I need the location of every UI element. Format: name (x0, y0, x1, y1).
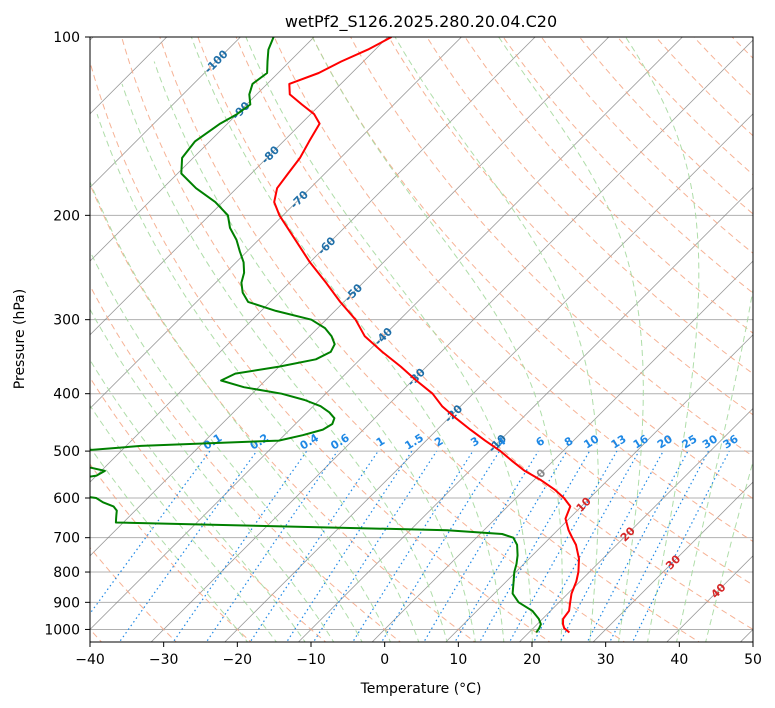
dewpoint-profile-line (90, 37, 542, 634)
mixing-ratio-line (380, 450, 501, 642)
chart-title: wetPf2_S126.2025.280.20.04.C20 (285, 12, 557, 32)
isotherm-line (90, 37, 315, 262)
y-tick-label: 800 (53, 565, 80, 581)
moist-adiabat-line (705, 459, 753, 642)
moist-adiabat-line (245, 37, 533, 642)
x-tick-label: −40 (75, 652, 105, 668)
dry-adiabat-line (235, 37, 753, 586)
y-axis-title: Pressure (hPa) (12, 289, 28, 389)
y-tick-label: 300 (53, 313, 80, 329)
x-tick-label: 40 (670, 652, 688, 668)
mixing-ratio-line (352, 450, 474, 642)
y-tick-label: 900 (53, 595, 80, 611)
isotherm-line (592, 481, 753, 642)
y-tick-label: 1000 (44, 622, 80, 638)
isotherm-line (518, 407, 753, 642)
plot-frame (89, 36, 754, 643)
isotherm-line (90, 37, 684, 631)
x-tick-label: 50 (744, 652, 762, 668)
y-tick-label: 600 (53, 491, 80, 507)
x-tick-label: 20 (523, 652, 541, 668)
mixing-ratio-line (90, 450, 211, 615)
moist-adiabat-line (625, 37, 700, 642)
moist-adiabat-line (121, 83, 448, 642)
mixing-ratio-line (249, 450, 379, 642)
mixing-ratio-line (454, 450, 568, 642)
moist-adiabat-line (394, 37, 599, 642)
isotherm-line (224, 113, 753, 642)
y-tick-label: 100 (53, 30, 80, 46)
x-axis-title: Temperature (°C) (360, 681, 482, 697)
dry-adiabat-line (197, 37, 753, 631)
isotherm-line (150, 39, 753, 642)
dry-adiabat-line (90, 376, 327, 642)
isotherm-line (371, 260, 753, 642)
moist-adiabat-line (90, 358, 306, 642)
dry-adiabat-line (350, 37, 753, 457)
dry-adiabat-line (540, 37, 753, 254)
x-tick-label: −20 (223, 652, 253, 668)
mixing-ratio-line (508, 450, 618, 642)
moist-adiabat-line (498, 37, 644, 642)
moist-adiabat-line (676, 286, 753, 642)
mixing-ratio-line (285, 450, 413, 642)
dry-adiabat-line (578, 37, 753, 215)
x-tick-label: −10 (296, 652, 326, 668)
moist-adiabat-line (311, 37, 563, 642)
dry-adiabat-line (464, 37, 753, 334)
mixing-ratio-line (423, 450, 539, 642)
dry-adiabat-line (273, 37, 753, 543)
y-axis: 1000 900 800 700 600 500 400 300 200 100 (44, 30, 90, 638)
isotherm-line (445, 334, 753, 642)
isotherm-line (90, 37, 389, 336)
dry-adiabat-line (388, 37, 753, 416)
isotherm-line (297, 186, 753, 642)
dry-adiabat-line (616, 37, 753, 176)
x-tick-label: 30 (597, 652, 615, 668)
moist-adiabat-line (90, 180, 392, 642)
moist-adiabat-line (96, 114, 420, 642)
moist-adiabat-line (90, 250, 363, 642)
isotherm-line (90, 37, 242, 189)
isotherm-line (90, 37, 610, 557)
dry-adiabat-line (90, 284, 402, 642)
dry-adiabat-line (426, 37, 753, 375)
y-tick-label: 700 (53, 531, 80, 547)
dry-adiabat-line (311, 37, 753, 500)
isotherm-line (90, 37, 536, 483)
profile-series (90, 37, 580, 634)
x-tick-label: −30 (149, 652, 179, 668)
moist-adiabat-line (153, 61, 476, 642)
moist-adiabat-line (90, 446, 249, 642)
y-tick-label: 500 (53, 444, 80, 460)
dry-adiabat-line (90, 60, 551, 642)
mixing-ratio-line (631, 450, 730, 642)
mixing-ratio-line (312, 450, 438, 642)
dry-adiabat-line (90, 463, 252, 642)
mixing-ratio-line (205, 450, 338, 642)
background-lines (90, 37, 753, 642)
x-tick-label: 10 (449, 652, 467, 668)
y-tick-label: 400 (53, 387, 80, 403)
mixing-ratio-line (609, 450, 710, 642)
x-axis: −40 −30 −20 −10 0 10 20 30 40 50 (75, 642, 762, 668)
moist-adiabat-line (90, 404, 278, 642)
temperature-profile-line (273, 37, 580, 634)
x-tick-label: 0 (380, 652, 389, 668)
mixing-ratio-line (479, 450, 591, 642)
isotherm-line (90, 37, 463, 410)
moist-adiabat-line (190, 37, 505, 642)
y-tick-label: 200 (53, 208, 80, 224)
